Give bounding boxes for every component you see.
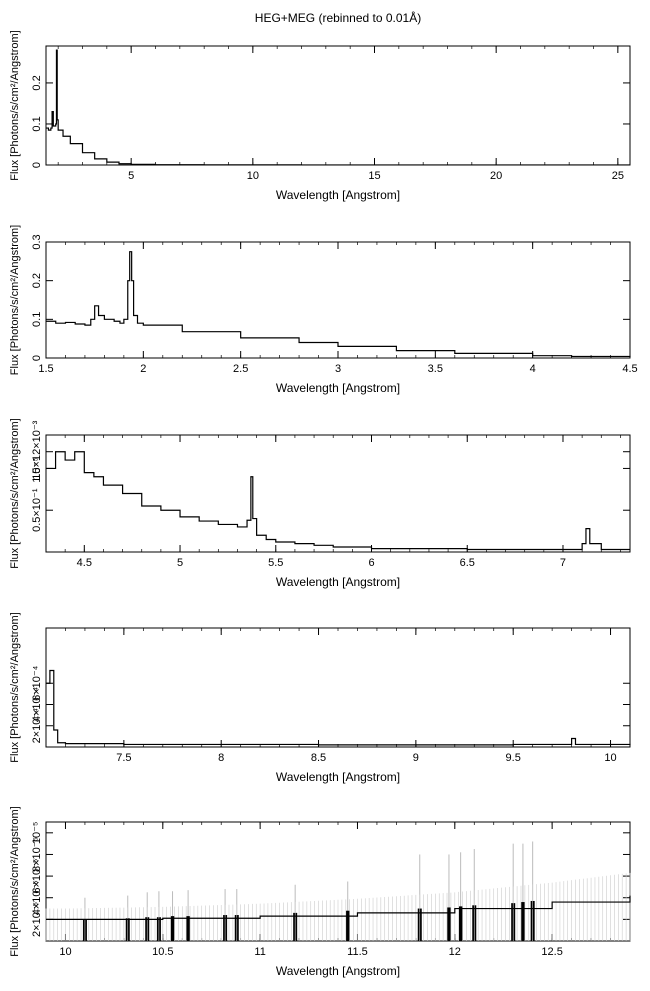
x-tick-label: 6 bbox=[368, 557, 374, 569]
x-tick-label: 11 bbox=[254, 946, 265, 958]
series-line bbox=[46, 451, 630, 551]
x-tick-label: 25 bbox=[612, 170, 624, 182]
y-tick-label: 0.1 bbox=[31, 312, 43, 327]
x-tick-label: 8.5 bbox=[311, 752, 326, 764]
figure-title: HEG+MEG (rebinned to 0.01Å) bbox=[255, 10, 421, 25]
x-tick-label: 15 bbox=[368, 170, 380, 182]
x-tick-label: 2.5 bbox=[233, 363, 248, 375]
y-tick-label: 2×10⁻⁴ bbox=[31, 708, 43, 744]
panel-1: 5 10 15 20 25 0 0.1 0.2 Wavelength [Angstrom] Flu… bbox=[9, 30, 631, 202]
x-tick-label: 2 bbox=[140, 363, 146, 375]
plot-frame bbox=[45, 434, 631, 553]
error-bar-mark bbox=[520, 902, 525, 941]
x-tick-label: 9.5 bbox=[506, 752, 521, 764]
y-tick-label: 4×10⁻⁴ bbox=[31, 687, 43, 723]
panel-2: 1.5 2 2.5 3 3.5 4 4.5 0 0.1 0.2 0.3 Wavelength [Ang… bbox=[9, 225, 638, 395]
x-axis-label: Wavelength [Angstrom] bbox=[276, 964, 400, 978]
x-tick-label: 5 bbox=[128, 170, 134, 182]
y-axis-label: Flux [Photons/s/cm²/Angstrom] bbox=[9, 612, 21, 762]
y-tick-label: 1.5×12×10⁻³ bbox=[31, 420, 43, 482]
x-tick-label: 5.5 bbox=[268, 557, 283, 569]
y-tick-label: 0.3 bbox=[31, 234, 43, 249]
panel-5: 10 10.5 11 11.5 12 12.5 2×10⁻⁵4×10⁻⁵6×10⁻⁵8×10… bbox=[9, 806, 631, 978]
x-tick-label: 20 bbox=[490, 170, 502, 182]
x-tick-label: 11.5 bbox=[347, 946, 368, 958]
y-tick-label: 10⁻⁵ bbox=[31, 457, 43, 480]
x-tick-label: 10 bbox=[59, 946, 71, 958]
y-tick-label: 0.2 bbox=[31, 273, 43, 288]
x-tick-label: 3 bbox=[335, 363, 341, 375]
y-tick-label: 0 bbox=[31, 355, 43, 361]
x-tick-label: 9 bbox=[413, 752, 419, 764]
x-axis-label: Wavelength [Angstrom] bbox=[276, 770, 400, 784]
series-line bbox=[46, 251, 631, 358]
x-tick-label: 4 bbox=[530, 363, 536, 375]
y-axis-label: Flux [Photons/s/cm²/Angstrom] bbox=[9, 225, 21, 375]
x-tick-label: 6.5 bbox=[460, 557, 475, 569]
y-tick-label: 2×10⁻⁵ bbox=[31, 902, 43, 937]
x-tick-label: 10.5 bbox=[152, 946, 173, 958]
error-bar-mark bbox=[345, 910, 350, 941]
x-tick-label: 7 bbox=[560, 557, 566, 569]
x-tick-label: 10 bbox=[604, 752, 616, 764]
x-tick-label: 5 bbox=[177, 557, 183, 569]
panel-4: 7.5 8 8.5 9 9.5 10 2×10⁻⁴4×10⁻⁴6×10⁻⁴ Wavelengt… bbox=[9, 612, 631, 784]
y-tick-label: 4×10⁻⁵ bbox=[31, 880, 43, 915]
x-tick-label: 10 bbox=[247, 170, 259, 182]
y-tick-label: 6×10⁻⁴ bbox=[31, 665, 43, 701]
error-bar-mark bbox=[458, 906, 463, 941]
y-axis-label: Flux [Photons/s/cm²/Angstrom] bbox=[9, 418, 21, 568]
series-line bbox=[46, 49, 630, 166]
y-axis-label: Flux [Photons/s/cm²/Angstrom] bbox=[9, 30, 21, 180]
x-tick-label: 1.5 bbox=[38, 363, 53, 375]
x-tick-label: 4.5 bbox=[77, 557, 92, 569]
series-line bbox=[46, 669, 631, 746]
x-tick-label: 12 bbox=[449, 946, 461, 958]
error-bar-mark bbox=[446, 907, 451, 941]
x-tick-label: 3.5 bbox=[428, 363, 443, 375]
series-line bbox=[46, 895, 631, 920]
y-tick-label: 8×10⁻⁵ bbox=[31, 837, 43, 872]
plot-frame bbox=[45, 627, 631, 748]
x-axis-label: Wavelength [Angstrom] bbox=[276, 381, 400, 395]
error-bar-mark bbox=[170, 916, 175, 941]
y-tick-label: 6×10⁻⁵ bbox=[31, 859, 43, 894]
y-tick-label: 0.2 bbox=[31, 75, 43, 90]
x-tick-label: 4.5 bbox=[622, 363, 637, 375]
x-tick-label: 7.5 bbox=[116, 752, 131, 764]
y-tick-label: 0.1 bbox=[31, 116, 43, 131]
error-bar-mark bbox=[186, 916, 191, 941]
x-axis-label: Wavelength [Angstrom] bbox=[276, 188, 400, 202]
panel-3: 4.5 5 5.5 6 6.5 7 0.5×10⁻¹ 10⁻⁵1.5×12×10⁻³ Wavel… bbox=[9, 418, 631, 589]
y-tick-label: 0.5×10⁻¹ bbox=[31, 488, 43, 532]
x-axis-label: Wavelength [Angstrom] bbox=[276, 575, 400, 589]
x-tick-label: 8 bbox=[218, 752, 224, 764]
y-axis-label: Flux [Photons/s/cm²/Angstrom] bbox=[9, 806, 21, 956]
y-tick-label: 10⁻⁵ bbox=[31, 822, 43, 845]
x-tick-label: 12.5 bbox=[541, 946, 562, 958]
plot-frame bbox=[45, 45, 631, 166]
y-tick-label: 0 bbox=[31, 162, 43, 168]
